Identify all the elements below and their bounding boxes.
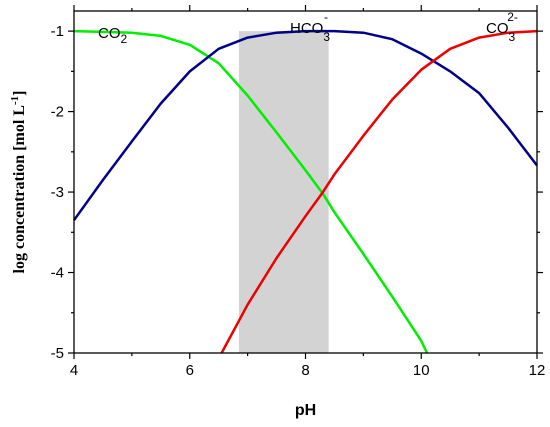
y-axis-title-sup: -1 [9, 96, 21, 105]
label-co3-base: CO [486, 20, 509, 37]
label-co3-sup: 2- [507, 10, 518, 24]
label-hco3: HCO3 - [290, 10, 330, 44]
ticks-layer: 4 6 8 10 12-1-2-3-4-5 [51, 5, 546, 379]
shaded-region [238, 31, 329, 354]
label-co2-sub: 2 [121, 32, 128, 46]
x-tick-label: 4 [70, 362, 78, 379]
series-layer [72, 29, 538, 354]
y-tick-label: -4 [51, 265, 64, 282]
y-axis-title: log concentration [mol L-1] [9, 91, 28, 274]
x-tick-label: 12 [529, 362, 546, 379]
label-co2: CO2 [98, 25, 128, 46]
label-hco3-sub: 3 [323, 30, 330, 44]
y-axis-title-main: log concentration [mol L [11, 105, 28, 273]
series-line-hco3 [72, 29, 538, 221]
y-tick-label: -3 [51, 184, 64, 201]
label-co2-base: CO [98, 25, 121, 42]
x-tick-label: 8 [301, 362, 309, 379]
series-line-co2 [73, 29, 429, 354]
label-hco3-sup: - [324, 10, 328, 24]
x-axis-title: pH [295, 402, 316, 419]
series-line-co3 [220, 29, 538, 354]
x-tick-label: 6 [186, 362, 194, 379]
label-co3: CO3 2- [486, 10, 518, 44]
y-tick-label: -1 [51, 23, 64, 40]
y-tick-label: -2 [51, 104, 64, 121]
y-axis-title-suffix: ] [11, 91, 28, 96]
label-hco3-base: HCO [290, 20, 323, 37]
x-tick-label: 10 [413, 362, 430, 379]
y-tick-label: -5 [51, 345, 64, 362]
label-co3-sub: 3 [509, 30, 516, 44]
